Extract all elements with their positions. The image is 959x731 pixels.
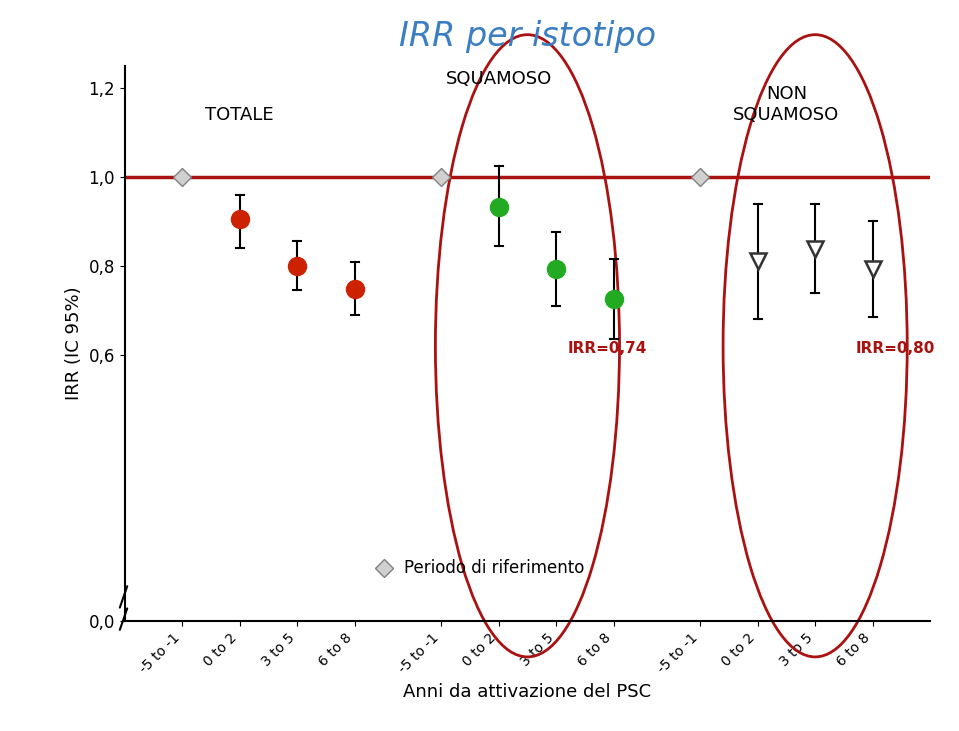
X-axis label: Anni da attivazione del PSC: Anni da attivazione del PSC [404, 683, 651, 701]
Text: SQUAMOSO: SQUAMOSO [446, 70, 551, 88]
Text: CONVEGNO NAZIONALE GISCI - Firenze, 12-13 giugno 2014: CONVEGNO NAZIONALE GISCI - Firenze, 12-1… [14, 193, 24, 538]
Text: TOTALE: TOTALE [205, 105, 274, 124]
Y-axis label: IRR (IC 95%): IRR (IC 95%) [65, 287, 82, 401]
Text: NON
SQUAMOSO: NON SQUAMOSO [734, 85, 839, 124]
Text: IRR=0,74: IRR=0,74 [568, 341, 647, 355]
Text: Periodo di riferimento: Periodo di riferimento [404, 559, 584, 577]
Title: IRR per istotipo: IRR per istotipo [399, 20, 656, 53]
Text: IRR=0,80: IRR=0,80 [855, 341, 935, 355]
